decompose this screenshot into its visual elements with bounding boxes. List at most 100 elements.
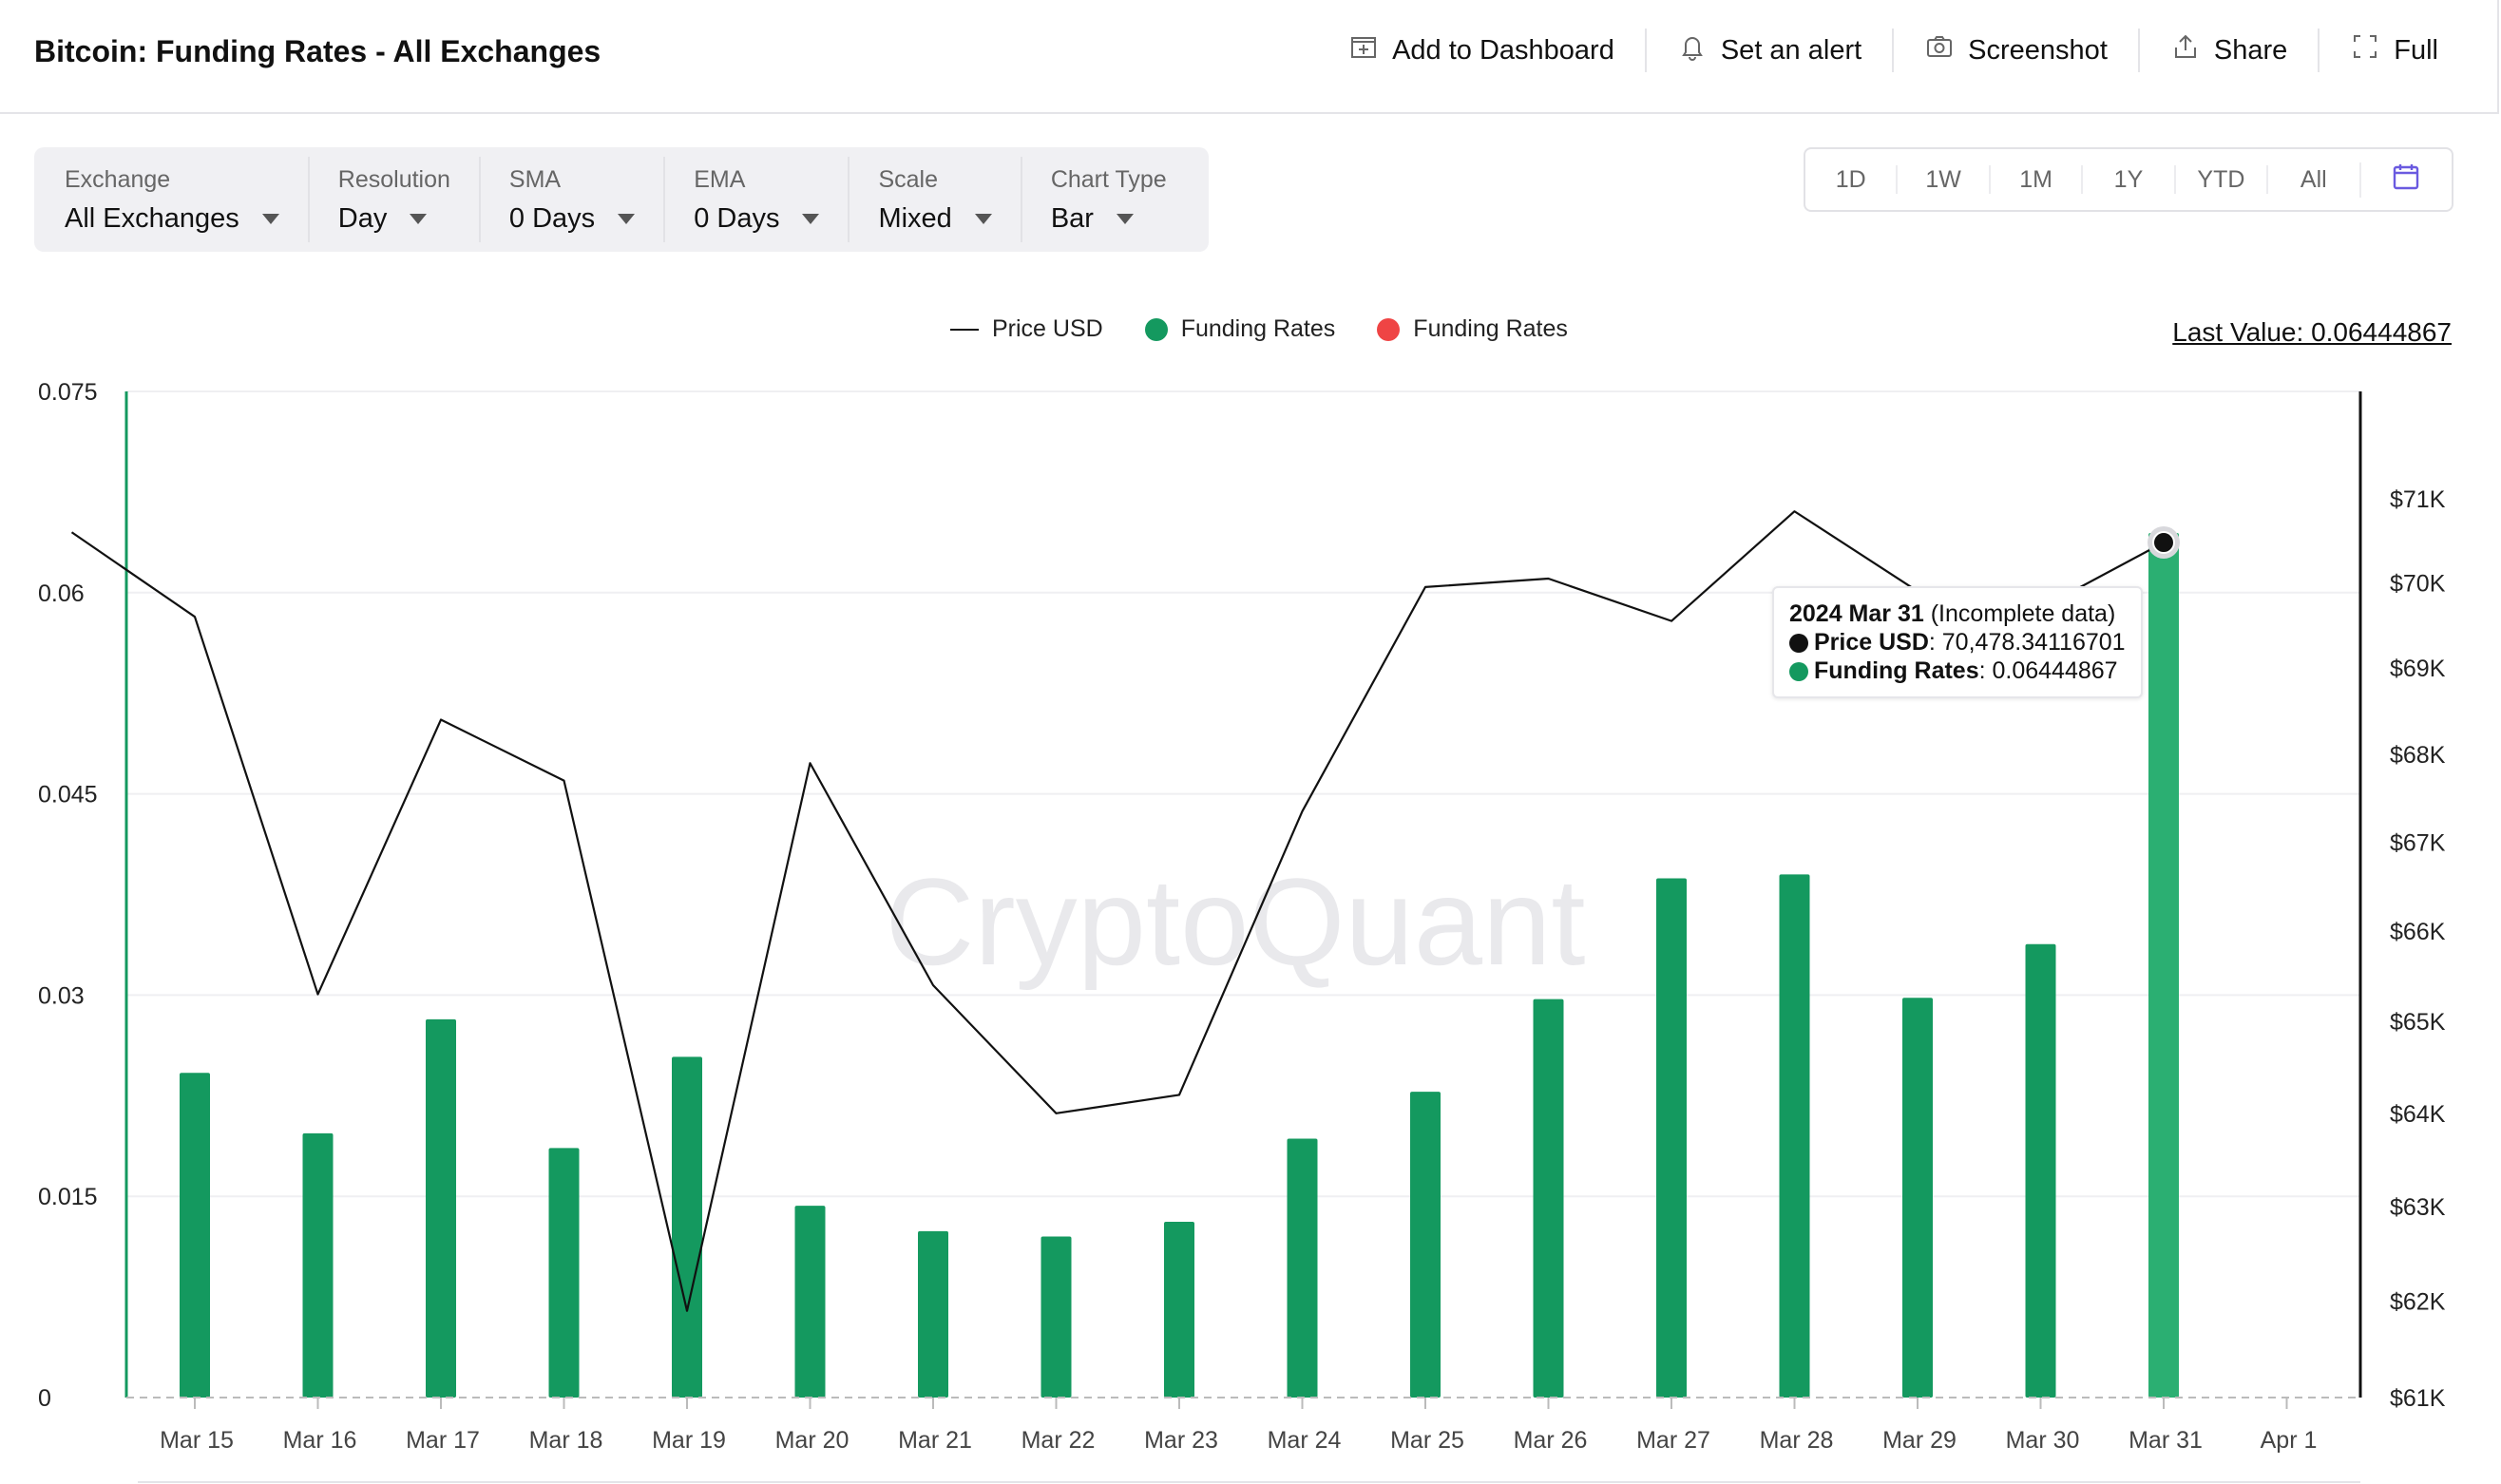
sma-select[interactable]: SMA 0 Days xyxy=(478,157,663,242)
ema-select[interactable]: EMA 0 Days xyxy=(663,157,848,242)
funding-rate-bar[interactable] xyxy=(1779,874,1810,1398)
x-tick-label: Mar 15 xyxy=(160,1427,234,1454)
funding-rate-bar[interactable] xyxy=(2148,532,2179,1398)
black-dot-icon xyxy=(1789,634,1808,653)
x-tick-label: Mar 16 xyxy=(283,1427,357,1454)
range-ytd-button[interactable]: YTD xyxy=(2173,165,2266,194)
funding-rate-bar[interactable] xyxy=(1533,999,1564,1398)
chart-legend: Price USD Funding Rates Funding Rates xyxy=(950,315,1610,343)
tooltip-funding-value: : 0.06444867 xyxy=(1978,657,2118,684)
data-tooltip: 2024 Mar 31 (Incomplete data) Price USD:… xyxy=(1772,586,2143,698)
range-1w-button[interactable]: 1W xyxy=(1896,165,1988,194)
tooltip-funding-label: Funding Rates xyxy=(1814,657,1979,684)
resolution-select-label: Resolution xyxy=(337,166,450,193)
tooltip-price-value: : 70,478.34116701 xyxy=(1928,629,2126,656)
range-all-button[interactable]: All xyxy=(2266,165,2358,194)
x-tick-label: Mar 22 xyxy=(1021,1427,1096,1454)
x-tick-label: Mar 25 xyxy=(1390,1427,1464,1454)
funding-rate-bar[interactable] xyxy=(2025,943,2056,1398)
y-left-tick: 0.045 xyxy=(38,782,98,809)
range-1d-button[interactable]: 1D xyxy=(1835,166,1866,193)
x-tick-label: Mar 19 xyxy=(652,1427,726,1454)
sma-select-value: 0 Days xyxy=(508,203,596,234)
ema-select-value: 0 Days xyxy=(694,203,780,234)
funding-rate-bar[interactable] xyxy=(672,1056,702,1398)
y-right-tick: $69K xyxy=(2390,656,2446,682)
funding-rate-bar[interactable] xyxy=(1656,878,1687,1398)
y-right-tick: $63K xyxy=(2390,1194,2446,1221)
y-left-tick: 0.075 xyxy=(38,379,98,406)
funding-rate-bar[interactable] xyxy=(918,1230,948,1398)
add-to-dashboard-button[interactable]: Add to Dashboard xyxy=(1318,29,1645,72)
x-tick-label: Mar 17 xyxy=(406,1427,480,1454)
line-swatch-icon xyxy=(950,328,979,331)
funding-rate-bar[interactable] xyxy=(1410,1092,1441,1398)
funding-rate-bar[interactable] xyxy=(426,1018,456,1398)
funding-rate-bar[interactable] xyxy=(302,1132,334,1398)
resolution-select-value: Day xyxy=(337,203,388,234)
funding-rate-bar[interactable] xyxy=(1902,998,1933,1398)
x-tick-label: Mar 30 xyxy=(2006,1427,2080,1454)
header-bar: Bitcoin: Funding Rates - All Exchanges A… xyxy=(0,0,2499,114)
set-alert-button[interactable]: Set an alert xyxy=(1644,29,1892,72)
y-left-tick: 0.06 xyxy=(38,580,85,607)
y-right-tick: $62K xyxy=(2390,1289,2446,1316)
calendar-icon xyxy=(2392,163,2420,197)
y-right-tick: $65K xyxy=(2390,1009,2446,1036)
legend-item-funding-negative[interactable]: Funding Rates xyxy=(1377,315,1568,343)
exchange-select-label: Exchange xyxy=(65,166,171,193)
chart-type-select[interactable]: Chart Type Bar xyxy=(1020,157,1195,242)
chart-type-select-label: Chart Type xyxy=(1050,166,1167,193)
scale-select-value: Mixed xyxy=(878,203,952,234)
funding-rate-bar[interactable] xyxy=(1287,1138,1318,1398)
x-tick-label: Mar 31 xyxy=(2129,1427,2203,1454)
funding-rate-bar[interactable] xyxy=(794,1206,826,1398)
set-alert-label: Set an alert xyxy=(1720,34,1862,66)
legend-label-funding-positive: Funding Rates xyxy=(1180,315,1336,342)
funding-rate-bar[interactable] xyxy=(180,1073,210,1398)
y-right-tick: $68K xyxy=(2390,742,2446,769)
exchange-select[interactable]: Exchange All Exchanges xyxy=(34,157,308,242)
x-tick-label: Mar 20 xyxy=(775,1427,850,1454)
share-icon xyxy=(2170,31,2201,69)
x-tick-label: Mar 24 xyxy=(1268,1427,1342,1454)
price-point[interactable] xyxy=(2152,531,2175,555)
resolution-select[interactable]: Resolution Day xyxy=(307,157,479,242)
green-dot-icon xyxy=(1144,317,1168,341)
range-1m-button[interactable]: 1M xyxy=(1988,165,2081,194)
y-right-tick: $67K xyxy=(2390,829,2446,856)
share-button[interactable]: Share xyxy=(2137,29,2318,72)
funding-rate-bar[interactable] xyxy=(548,1148,580,1398)
caret-down-icon xyxy=(618,214,636,224)
last-value-link[interactable]: Last Value: 0.06444867 xyxy=(2172,317,2452,347)
legend-item-funding-positive[interactable]: Funding Rates xyxy=(1144,315,1336,343)
legend-item-price[interactable]: Price USD xyxy=(950,315,1103,343)
legend-label-price: Price USD xyxy=(992,315,1103,342)
funding-rate-bar[interactable] xyxy=(1164,1222,1194,1398)
tooltip-price-label: Price USD xyxy=(1814,629,1929,656)
funding-rate-bar[interactable] xyxy=(1040,1236,1072,1398)
x-tick-label: Mar 26 xyxy=(1514,1427,1588,1454)
tooltip-date: 2024 Mar 31 xyxy=(1789,600,1924,627)
sma-select-label: SMA xyxy=(508,166,562,193)
caret-down-icon xyxy=(974,214,992,224)
bell-icon xyxy=(1677,31,1708,69)
y-right-tick: $61K xyxy=(2390,1385,2446,1412)
scale-select[interactable]: Scale Mixed xyxy=(848,157,1020,242)
fullscreen-icon xyxy=(2350,31,2380,69)
calendar-button[interactable] xyxy=(2358,162,2452,198)
header-actions: Add to Dashboard Set an alert Screenshot… xyxy=(1318,29,2469,72)
range-1y-button[interactable]: 1Y xyxy=(2081,165,2173,194)
fullscreen-button[interactable]: Full xyxy=(2318,29,2469,72)
y-right-tick: $64K xyxy=(2390,1101,2446,1128)
x-tick-label: Mar 18 xyxy=(529,1427,603,1454)
dashboard-add-icon xyxy=(1348,31,1379,69)
screenshot-button[interactable]: Screenshot xyxy=(1892,29,2138,72)
x-tick-label: Mar 21 xyxy=(898,1427,972,1454)
ema-select-label: EMA xyxy=(694,166,746,193)
x-tick-label: Apr 1 xyxy=(2261,1427,2318,1454)
watermark: CryptoQuant xyxy=(885,852,1585,991)
x-tick-label: Mar 27 xyxy=(1636,1427,1710,1454)
y-left-tick: 0 xyxy=(38,1385,51,1412)
